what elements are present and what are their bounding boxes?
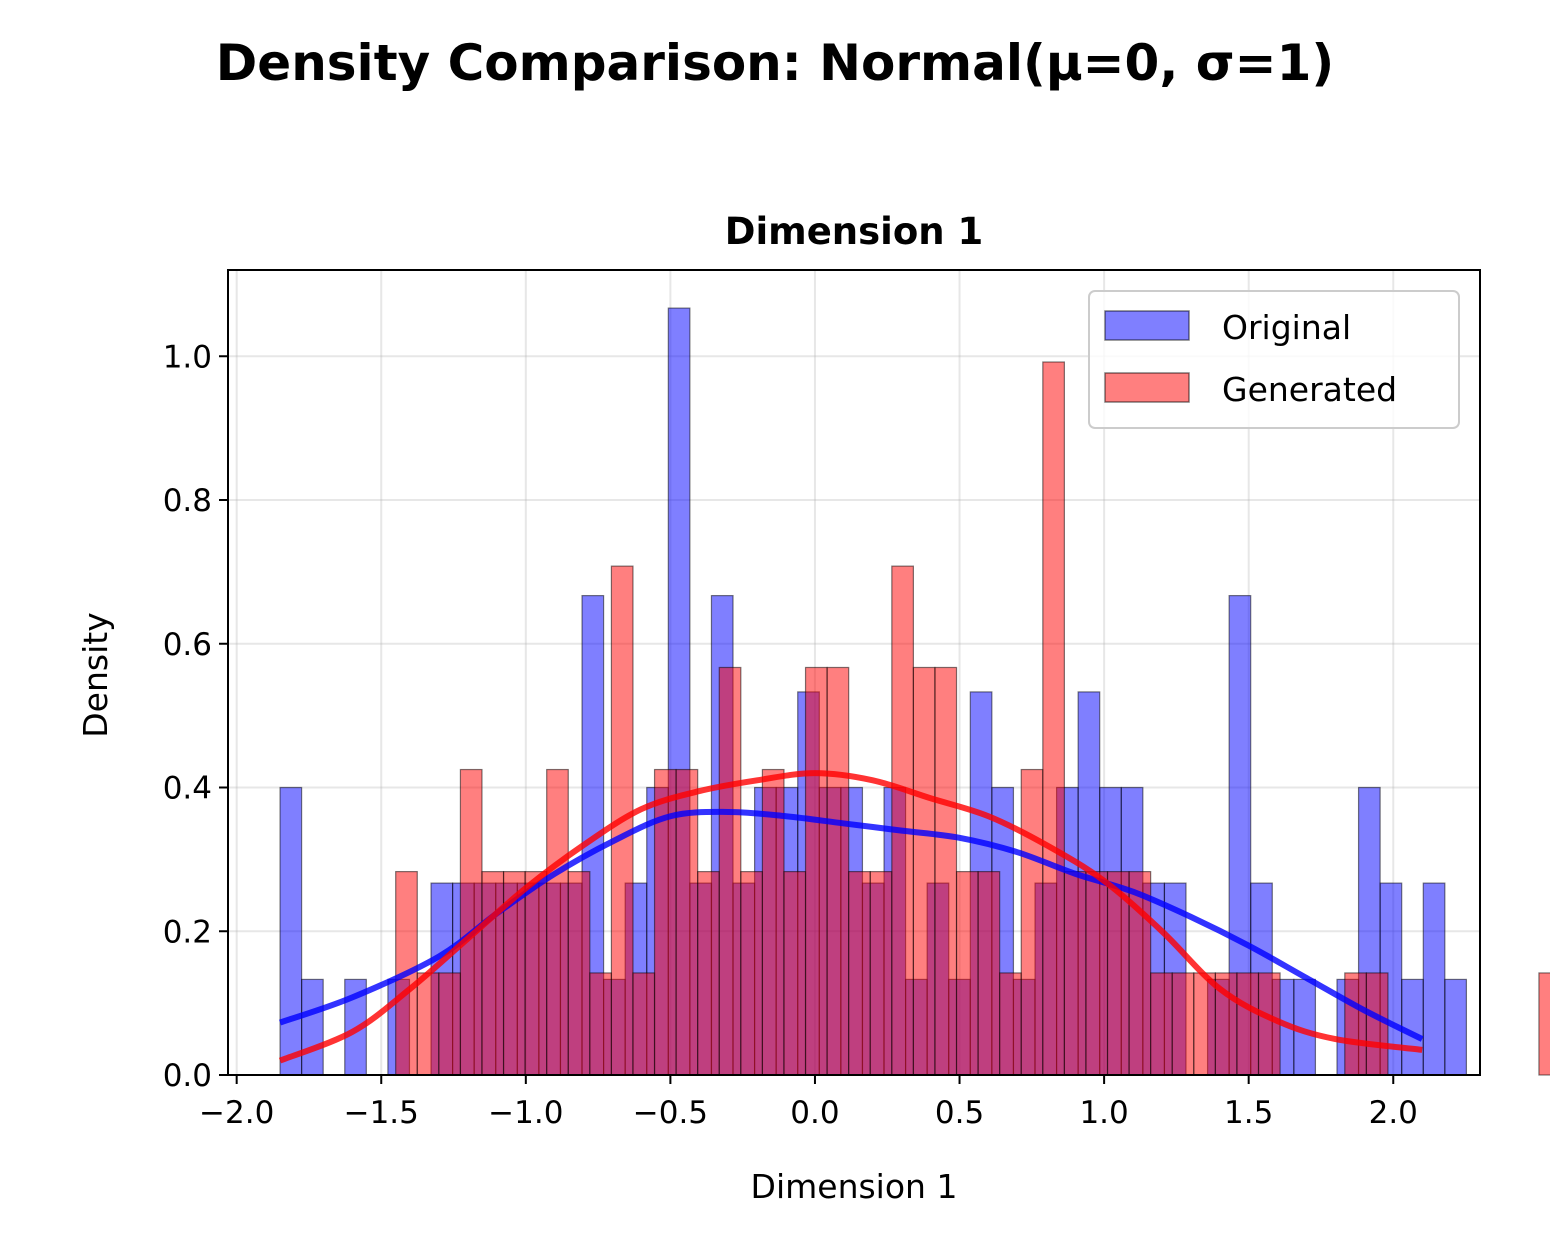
x-tick-label: 1.0: [1079, 1095, 1128, 1131]
histogram-bar-generated: [977, 870, 1001, 1076]
histogram-bar-generated: [481, 870, 505, 1076]
legend-swatch-generated: [1104, 372, 1190, 403]
histogram-bar-generated: [632, 972, 656, 1076]
x-tick-label: −0.5: [633, 1095, 708, 1131]
x-tick-label: −2.0: [199, 1095, 274, 1131]
histogram-bar-generated: [804, 666, 828, 1076]
histogram-bar-original: [1444, 978, 1468, 1076]
histogram-bar-generated: [891, 565, 914, 1076]
histogram-bar-generated: [999, 972, 1022, 1076]
x-tick-label: 1.5: [1224, 1095, 1273, 1131]
histogram-bar-generated: [783, 870, 807, 1076]
plot-frame: [227, 269, 1481, 1076]
x-tick-label: −1.5: [344, 1095, 419, 1131]
x-tick-label: 2.0: [1369, 1095, 1418, 1131]
legend: Original Generated: [1088, 290, 1460, 429]
histogram-bar-generated: [438, 972, 462, 1076]
kde-curves: [278, 770, 1424, 1064]
histogram-bar-generated: [697, 870, 720, 1076]
x-tick-label: 0.0: [790, 1095, 839, 1131]
histogram-bar-generated: [416, 972, 440, 1076]
histogram-bar-generated: [826, 666, 850, 1076]
y-tick-label: 0.0: [163, 1058, 212, 1094]
histogram-bar-generated: [1538, 972, 1550, 1076]
histogram-bar-generated: [589, 972, 613, 1076]
axis-ticks: −2.0 −1.5 −1.0 −0.5 0.0 0.5 1.0 1.5 2.0 0.0 0.2 0.4…: [163, 339, 1418, 1131]
histogram-bar-generated: [1193, 972, 1216, 1076]
histogram-bar-original: [1401, 978, 1424, 1076]
histogram-bar-generated: [718, 666, 742, 1076]
axes-title: Dimension 1: [725, 210, 983, 253]
histogram-bar-generated: [1344, 972, 1367, 1076]
y-tick-label: 1.0: [163, 339, 212, 375]
x-tick-label: 0.5: [935, 1095, 984, 1131]
legend-swatch-original: [1104, 310, 1190, 341]
histogram-bar-generated: [740, 870, 763, 1076]
kde-line-generated: [278, 770, 1423, 1064]
histogram-bar-generated: [1063, 870, 1087, 1076]
y-tick-label: 0.6: [163, 627, 212, 663]
histogram-bar-generated: [912, 666, 936, 1076]
histogram-bar-generated: [1042, 361, 1065, 1076]
figure-title: Density Comparison: Normal(μ=0, σ=1): [216, 34, 1334, 92]
histogram-bar-original: [301, 978, 324, 1076]
histogram-bar-generated: [1020, 768, 1044, 1076]
histogram-bar-generated: [1150, 972, 1173, 1076]
histogram-bar-generated: [1236, 972, 1260, 1076]
histogram-bar-generated: [955, 870, 979, 1076]
y-tick-label: 0.2: [163, 914, 212, 950]
histogram-bar-generated: [848, 870, 871, 1076]
y-axis-label: Density: [76, 612, 115, 737]
x-axis-label: Dimension 1: [751, 1167, 958, 1206]
histogram-bar-generated: [459, 768, 483, 1076]
histogram-bar-generated: [1171, 972, 1195, 1076]
legend-label-original: Original: [1222, 308, 1351, 347]
histogram-bar-generated: [869, 870, 893, 1076]
y-tick-label: 0.8: [163, 483, 212, 519]
histogram-bar-original: [1422, 882, 1446, 1076]
histogram-bar-generated: [567, 870, 591, 1076]
legend-label-generated: Generated: [1222, 370, 1397, 409]
y-tick-label: 0.4: [163, 771, 212, 807]
histogram-bar-generated: [524, 870, 548, 1076]
histogram-bar-original: [279, 786, 303, 1076]
x-tick-label: −1.0: [488, 1095, 563, 1131]
histogram-bar-generated: [934, 666, 958, 1076]
histogram-bar-generated: [1085, 870, 1109, 1076]
histogram-bar-generated: [546, 768, 569, 1076]
